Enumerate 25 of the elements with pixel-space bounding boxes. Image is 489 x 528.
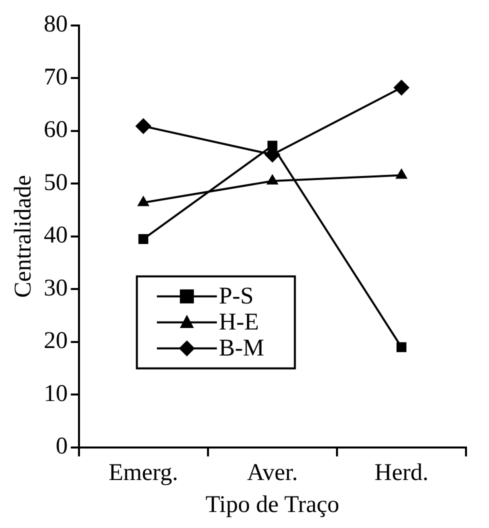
point (395, 168, 408, 179)
legend-label: H-E (218, 310, 259, 336)
y-tick-label: 0 (56, 434, 68, 460)
legend-label: B-M (218, 336, 264, 362)
x-tick-label: Aver. (246, 460, 298, 486)
y-tick-label: 80 (44, 12, 68, 38)
y-tick-label: 10 (44, 380, 68, 407)
point (396, 342, 406, 352)
point (137, 196, 150, 206)
point (138, 234, 148, 244)
legend-label: P-S (218, 284, 254, 310)
point (267, 140, 278, 151)
x-tick-label: Emerg. (108, 460, 178, 486)
y-tick-label: 40 (44, 222, 68, 249)
y-tick-label: 30 (44, 275, 68, 302)
y-tick-label: 20 (44, 328, 68, 354)
x-axis-title: Tipo de Traço (205, 492, 340, 518)
point (393, 80, 410, 96)
point (266, 174, 278, 185)
x-tick-label: Herd. (374, 460, 428, 486)
y-tick-label: 60 (44, 117, 68, 144)
y-tick-label: 70 (44, 64, 68, 90)
y-axis-title: Centralidade (10, 175, 37, 298)
y-tick-label: 50 (44, 170, 68, 196)
point (135, 118, 152, 134)
